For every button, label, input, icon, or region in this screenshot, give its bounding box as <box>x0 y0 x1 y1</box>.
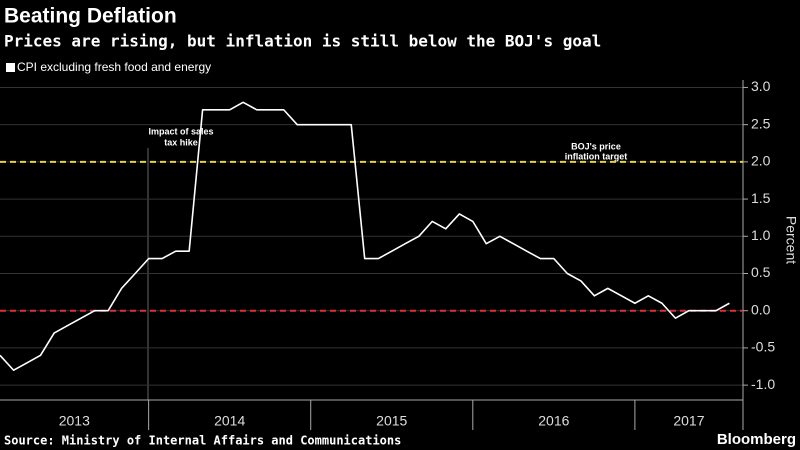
y-tick-label: 1.0 <box>751 227 771 243</box>
series-line <box>0 101 730 372</box>
x-tick-label: 2015 <box>376 413 407 429</box>
y-tick-label: 0.0 <box>751 301 771 317</box>
y-tick-label: -1.0 <box>751 376 775 392</box>
plot-area: -1.0 -0.5 0.0 0.5 1.0 1.5 2.0 2.5 3.0 2013 2014 201… <box>0 78 775 430</box>
chart-subtitle: Prices are rising, but inflation is stil… <box>4 32 601 51</box>
annotation: BOJ's price <box>571 141 621 151</box>
brand: Bloomberg <box>717 431 796 448</box>
x-tick-label: 2017 <box>673 413 704 429</box>
x-tick-label: 2016 <box>538 413 569 429</box>
y-tick-label: 2.0 <box>751 153 771 169</box>
annotation: inflation target <box>565 151 628 161</box>
y-tick-label: 3.0 <box>751 78 771 94</box>
y-tick-label: 2.5 <box>751 115 771 131</box>
legend-label: CPI excluding fresh food and energy <box>17 60 211 74</box>
annotation: Impact of sales <box>148 126 213 136</box>
legend-swatch <box>6 63 15 72</box>
x-tick-label: 2013 <box>59 413 90 429</box>
y-tick-label: -0.5 <box>751 339 775 355</box>
y-tick-label: 1.5 <box>751 190 771 206</box>
annotation: tax hike <box>164 137 198 147</box>
y-tick-label: 0.5 <box>751 264 771 280</box>
y-axis-label: Percent <box>783 216 799 264</box>
x-tick-label: 2014 <box>214 413 245 429</box>
source: Source: Ministry of Internal Affairs and… <box>4 434 401 448</box>
chart-title: Beating Deflation <box>4 5 177 28</box>
